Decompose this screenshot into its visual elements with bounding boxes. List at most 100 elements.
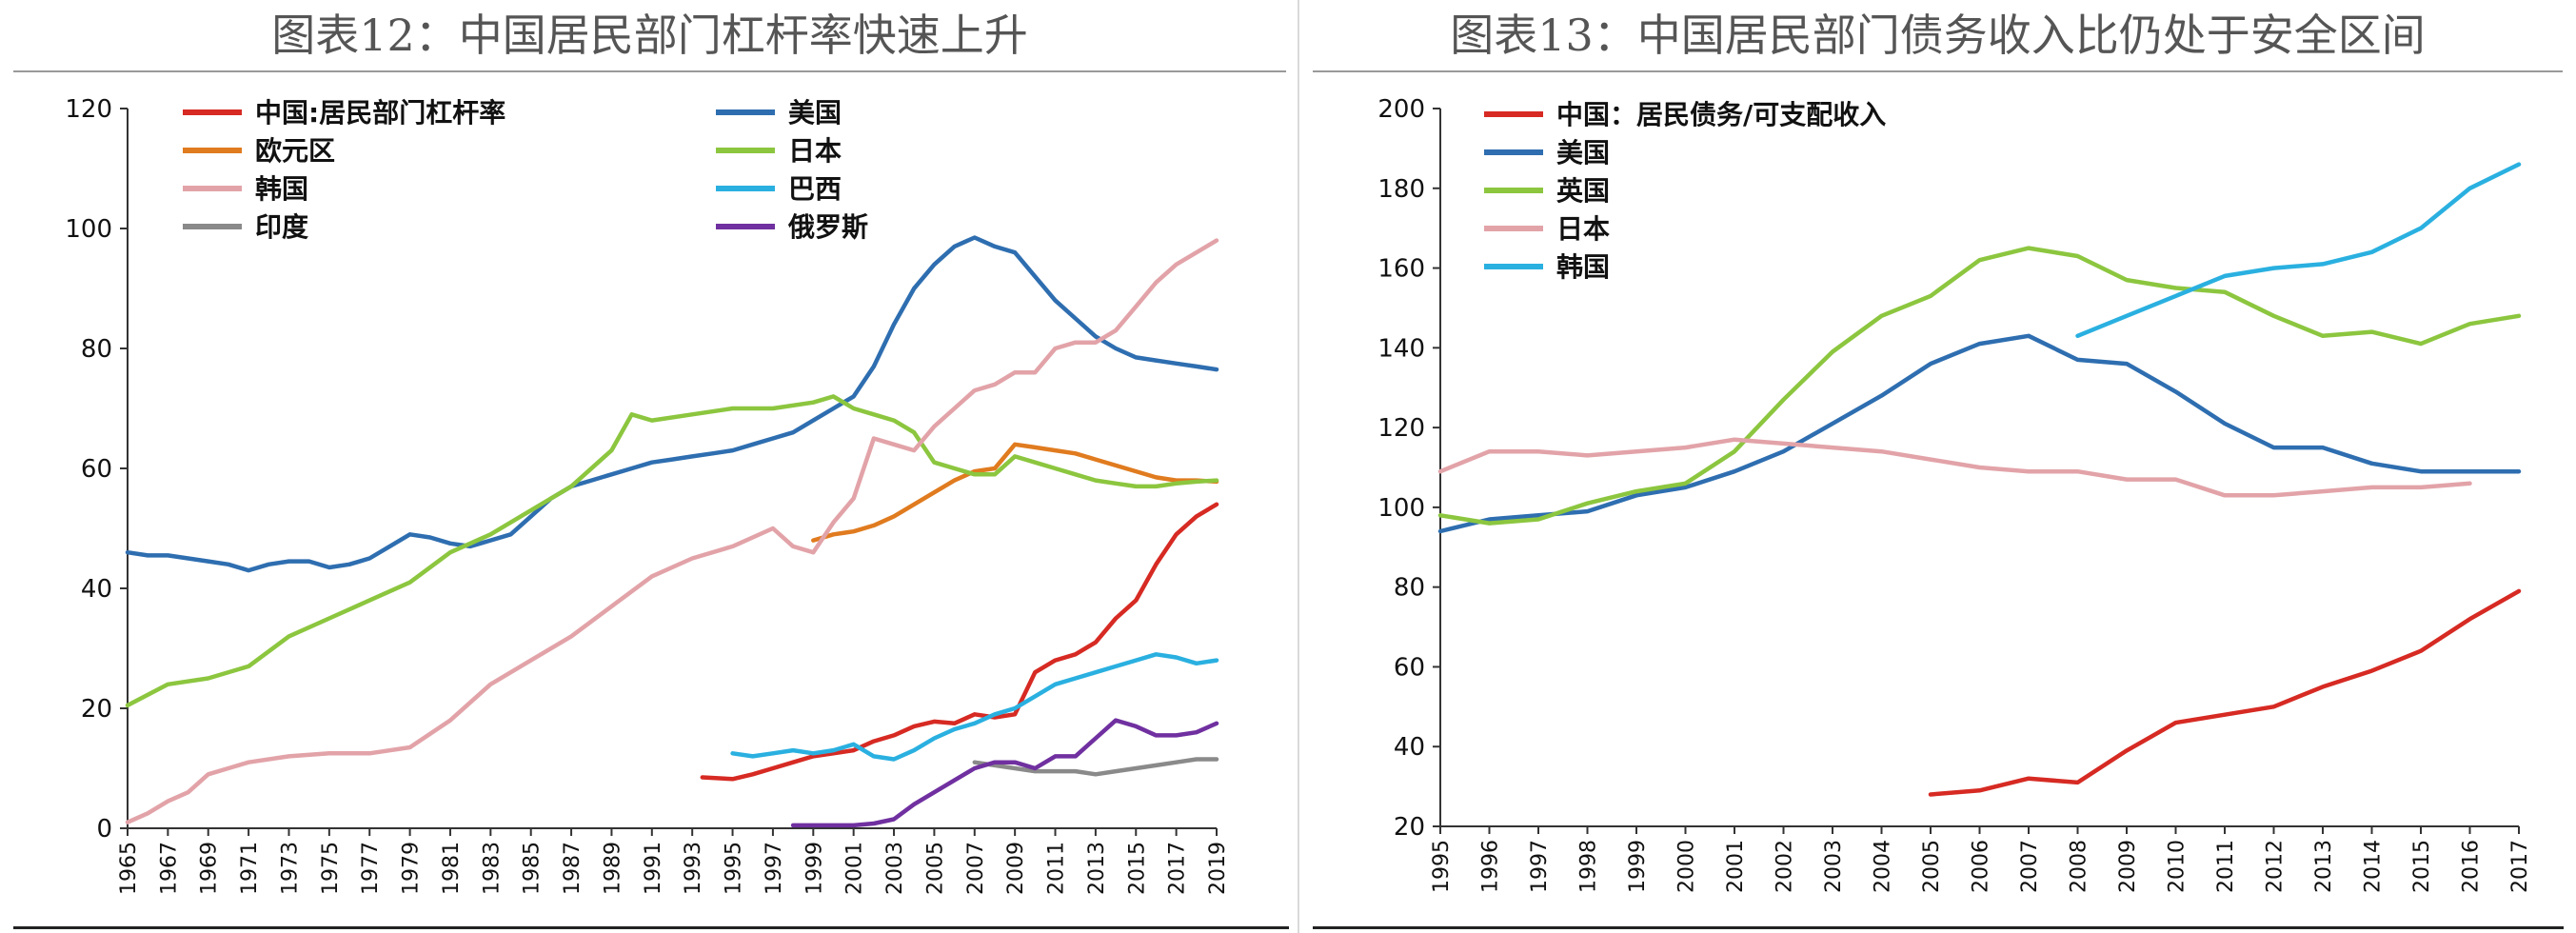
x-tick-label: 1987 (561, 842, 585, 895)
x-tick-label: 2019 (1206, 842, 1230, 895)
y-tick-label: 20 (1394, 813, 1425, 842)
series-line-8 (790, 718, 1219, 828)
x-tick-label: 2016 (2460, 840, 2484, 893)
x-tick-label: 1998 (1577, 840, 1601, 893)
line-chart-debt-income: 20 40 60 80 100 120 140 160 180 200 1995 1996 1997 19… (1377, 95, 2532, 893)
series-line-6 (730, 652, 1219, 762)
legend-label: 中国:居民部门杠杆率 (255, 97, 505, 129)
y-tick-label: 0 (96, 815, 112, 844)
x-tick-label: 2003 (1822, 840, 1846, 893)
y-tick-label: 40 (81, 575, 112, 604)
legend-label: 日本 (788, 135, 842, 167)
x-tick-label: 1969 (198, 842, 222, 895)
x-tick-label: 2015 (1125, 842, 1149, 895)
x-tick-label: 2009 (1004, 842, 1028, 895)
panel-divider (1298, 0, 1299, 933)
x-tick-label: 2005 (1920, 840, 1944, 893)
y-tick-label: 100 (65, 215, 112, 244)
x-tick-label: 1993 (682, 842, 705, 895)
y-tick-label: 60 (1394, 653, 1425, 682)
x-tick-label: 2010 (2166, 840, 2190, 893)
legend-label: 巴西 (788, 173, 842, 205)
series-line-1 (700, 502, 1219, 782)
legend-label: 英国 (1556, 175, 1610, 207)
y-tick-label: 200 (1377, 95, 1425, 124)
legend-label: 中国：居民债务/可支配收入 (1556, 99, 1886, 130)
x-tick-label: 2005 (923, 842, 947, 895)
y-tick-label: 80 (81, 335, 112, 364)
legend-label: 欧元区 (255, 135, 335, 167)
x-tick-label: 2017 (2508, 840, 2532, 893)
legend-label: 美国 (788, 97, 842, 129)
series-line-4 (1437, 437, 2472, 498)
y-tick-label: 160 (1377, 255, 1425, 284)
x-tick-label: 2004 (1872, 840, 1895, 893)
legend-label: 印度 (255, 211, 308, 243)
x-tick-label: 2003 (883, 842, 907, 895)
y-tick-label: 40 (1394, 733, 1425, 762)
x-tick-label: 2006 (1970, 840, 1993, 893)
y-tick-label: 20 (81, 695, 112, 724)
chart-title: 图表13：中国居民部门债务收入比仍处于安全区间 (1450, 10, 2426, 61)
x-tick-label: 1995 (1430, 840, 1454, 893)
series-line-3 (811, 442, 1219, 543)
x-tick-label: 1977 (359, 842, 383, 895)
x-tick-label: 1965 (117, 842, 141, 895)
bottom-border (1313, 926, 2564, 929)
x-tick-label: 1971 (238, 842, 262, 895)
bottom-border (13, 926, 1289, 929)
x-tick-label: 1983 (480, 842, 504, 895)
x-tick-label: 2009 (2116, 840, 2140, 893)
x-tick-label: 2007 (2018, 840, 2042, 893)
x-tick-label: 2013 (1085, 842, 1109, 895)
x-tick-label: 2007 (964, 842, 988, 895)
x-tick-label: 1999 (803, 842, 826, 895)
x-tick-label: 2011 (2214, 840, 2238, 893)
series-line-3 (1437, 246, 2522, 526)
x-tick-label: 2014 (2362, 840, 2386, 893)
y-tick-label: 140 (1377, 334, 1425, 363)
x-tick-label: 1973 (278, 842, 302, 895)
series-line-2 (1437, 333, 2522, 534)
legend-label: 日本 (1556, 213, 1610, 245)
y-tick-label: 180 (1377, 175, 1425, 204)
x-tick-label: 2001 (1724, 840, 1748, 893)
series-line-4 (125, 394, 1219, 708)
chart-panel-left: 图表12：中国居民部门杠杆率快速上升 0 20 40 60 80 100 120 1965 19… (13, 10, 1289, 929)
x-tick-label: 1991 (642, 842, 665, 895)
series-line-2 (125, 235, 1219, 573)
chart-panel-right: 图表13：中国居民部门债务收入比仍处于安全区间 20 40 60 80 100 120 14… (1299, 0, 2576, 933)
x-tick-label: 1996 (1479, 840, 1503, 893)
x-tick-label: 1985 (521, 842, 545, 895)
y-tick-label: 80 (1394, 574, 1425, 603)
x-tick-label: 1997 (763, 842, 786, 895)
series-line-1 (1928, 588, 2522, 797)
legend-label: 韩国 (1556, 251, 1610, 283)
y-tick-label: 100 (1377, 494, 1425, 523)
y-tick-label: 60 (81, 455, 112, 484)
x-tick-label: 2000 (1675, 840, 1699, 893)
x-tick-label: 2012 (2264, 840, 2288, 893)
x-tick-label: 1981 (440, 842, 464, 895)
x-tick-label: 2015 (2410, 840, 2434, 893)
x-tick-label: 1995 (723, 842, 746, 895)
legend-label: 美国 (1556, 137, 1610, 169)
x-tick-label: 1997 (1528, 840, 1552, 893)
line-chart-leverage: 0 20 40 60 80 100 120 1965 1967 1969 1971 1973 1975 1… (65, 95, 1230, 895)
y-tick-label: 120 (65, 95, 112, 124)
x-tick-label: 1975 (319, 842, 343, 895)
title-underline (1313, 70, 2563, 72)
x-tick-label: 2011 (1045, 842, 1069, 895)
x-tick-label: 2008 (2068, 840, 2091, 893)
x-tick-label: 1999 (1626, 840, 1650, 893)
x-tick-label: 2017 (1166, 842, 1190, 895)
series-line-5 (2075, 162, 2522, 339)
x-tick-label: 2001 (843, 842, 867, 895)
x-tick-label: 1979 (400, 842, 424, 895)
y-tick-label: 120 (1377, 414, 1425, 443)
chart-title: 图表12：中国居民部门杠杆率快速上升 (271, 10, 1028, 61)
legend-label: 俄罗斯 (787, 211, 868, 243)
legend-label: 韩国 (255, 173, 308, 205)
series-line-7 (972, 757, 1219, 777)
x-tick-label: 2013 (2312, 840, 2336, 893)
